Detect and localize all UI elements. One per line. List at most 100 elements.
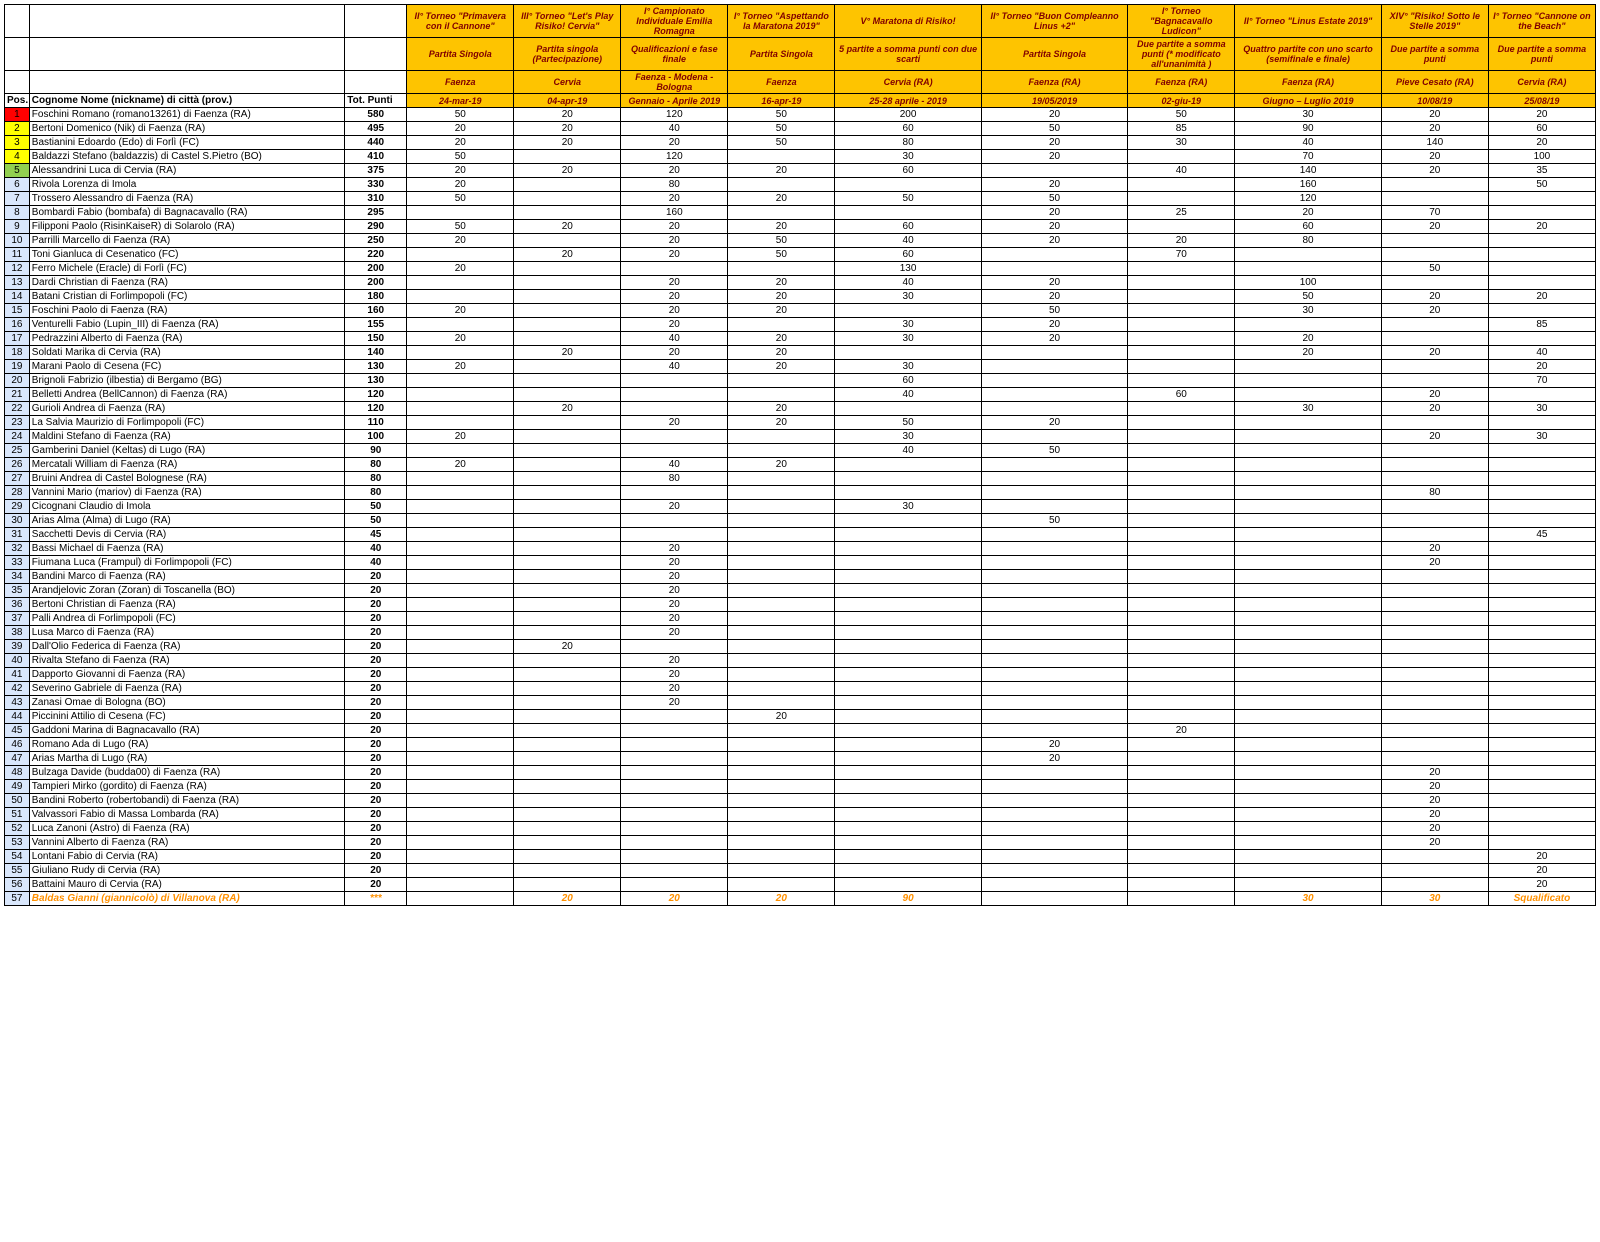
value-cell: 50 xyxy=(728,136,835,150)
value-cell xyxy=(981,822,1127,836)
event-date: 04-apr-19 xyxy=(514,94,621,108)
value-cell xyxy=(1235,654,1381,668)
points-cell: 20 xyxy=(345,794,407,808)
value-cell: 20 xyxy=(621,290,728,304)
points-cell: 80 xyxy=(345,472,407,486)
points-cell: 495 xyxy=(345,122,407,136)
value-cell xyxy=(1235,724,1381,738)
value-cell xyxy=(514,276,621,290)
value-cell xyxy=(514,178,621,192)
value-cell: 20 xyxy=(1381,430,1488,444)
value-cell: 20 xyxy=(981,318,1127,332)
table-row: 3Bastianini Edoardo (Edo) di Forlì (FC)4… xyxy=(5,136,1596,150)
value-cell xyxy=(1128,850,1235,864)
value-cell xyxy=(514,598,621,612)
value-cell xyxy=(1381,192,1488,206)
value-cell xyxy=(1488,822,1595,836)
value-cell xyxy=(1235,514,1381,528)
value-cell xyxy=(835,598,981,612)
value-cell: 50 xyxy=(728,234,835,248)
value-cell: 20 xyxy=(728,416,835,430)
value-cell xyxy=(1235,542,1381,556)
value-cell: 30 xyxy=(835,332,981,346)
table-row: 38Lusa Marco di Faenza (RA)2020 xyxy=(5,626,1596,640)
value-cell: 20 xyxy=(981,234,1127,248)
value-cell xyxy=(407,500,514,514)
name-cell: Bandini Roberto (robertobandi) di Faenza… xyxy=(29,794,344,808)
value-cell: 60 xyxy=(1235,220,1381,234)
name-cell: Arias Martha di Lugo (RA) xyxy=(29,752,344,766)
points-cell: 140 xyxy=(345,346,407,360)
value-cell xyxy=(1381,654,1488,668)
points-cell: 250 xyxy=(345,234,407,248)
table-row: 16Venturelli Fabio (Lupin_III) di Faenza… xyxy=(5,318,1596,332)
value-cell xyxy=(407,276,514,290)
value-cell: 30 xyxy=(1235,304,1381,318)
value-cell xyxy=(728,878,835,892)
value-cell: 20 xyxy=(621,626,728,640)
value-cell: 20 xyxy=(1488,878,1595,892)
points-cell: 20 xyxy=(345,724,407,738)
event-format: Due partite a somma punti (* modificato … xyxy=(1128,38,1235,71)
value-cell xyxy=(1235,710,1381,724)
pos-cell: 12 xyxy=(5,262,30,276)
value-cell xyxy=(728,318,835,332)
value-cell xyxy=(728,178,835,192)
value-cell xyxy=(1488,500,1595,514)
value-cell xyxy=(1235,598,1381,612)
value-cell xyxy=(407,780,514,794)
value-cell xyxy=(835,556,981,570)
value-cell xyxy=(981,500,1127,514)
value-cell xyxy=(621,850,728,864)
value-cell: 20 xyxy=(728,360,835,374)
value-cell: 20 xyxy=(728,710,835,724)
value-cell: 50 xyxy=(1381,262,1488,276)
value-cell xyxy=(1381,682,1488,696)
value-cell: 20 xyxy=(514,108,621,122)
value-cell: 160 xyxy=(621,206,728,220)
value-cell: 20 xyxy=(407,122,514,136)
name-cell: Maldini Stefano di Faenza (RA) xyxy=(29,430,344,444)
value-cell xyxy=(1235,472,1381,486)
value-cell: 20 xyxy=(1488,290,1595,304)
value-cell: 20 xyxy=(514,402,621,416)
value-cell: 40 xyxy=(621,360,728,374)
value-cell xyxy=(1488,794,1595,808)
value-cell: 50 xyxy=(728,122,835,136)
pos-cell: 22 xyxy=(5,402,30,416)
value-cell: 20 xyxy=(1381,122,1488,136)
value-cell: 50 xyxy=(407,220,514,234)
value-cell xyxy=(1128,360,1235,374)
value-cell: 45 xyxy=(1488,528,1595,542)
pos-cell: 28 xyxy=(5,486,30,500)
event-format: Due partite a somma punti xyxy=(1488,38,1595,71)
value-cell xyxy=(1235,248,1381,262)
value-cell: 20 xyxy=(621,304,728,318)
value-cell: 60 xyxy=(835,164,981,178)
value-cell: 20 xyxy=(621,346,728,360)
value-cell xyxy=(1488,416,1595,430)
value-cell xyxy=(1381,528,1488,542)
name-cell: Palli Andrea di Forlimpopoli (FC) xyxy=(29,612,344,626)
table-row: 43Zanasi Omae di Bologna (BO)2020 xyxy=(5,696,1596,710)
value-cell xyxy=(1488,640,1595,654)
value-cell: 30 xyxy=(1128,136,1235,150)
value-cell xyxy=(981,598,1127,612)
value-cell xyxy=(407,654,514,668)
value-cell xyxy=(1381,248,1488,262)
value-cell xyxy=(728,472,835,486)
event-format: Partita Singola xyxy=(981,38,1127,71)
value-cell xyxy=(1488,598,1595,612)
value-cell xyxy=(728,486,835,500)
value-cell xyxy=(1381,850,1488,864)
value-cell: 20 xyxy=(621,682,728,696)
value-cell xyxy=(835,696,981,710)
points-cell: 20 xyxy=(345,850,407,864)
value-cell xyxy=(621,864,728,878)
value-cell: 50 xyxy=(981,122,1127,136)
table-row: 15Foschini Paolo di Faenza (RA)160202020… xyxy=(5,304,1596,318)
value-cell xyxy=(1488,710,1595,724)
pos-cell: 4 xyxy=(5,150,30,164)
points-cell: 220 xyxy=(345,248,407,262)
value-cell: 20 xyxy=(407,178,514,192)
